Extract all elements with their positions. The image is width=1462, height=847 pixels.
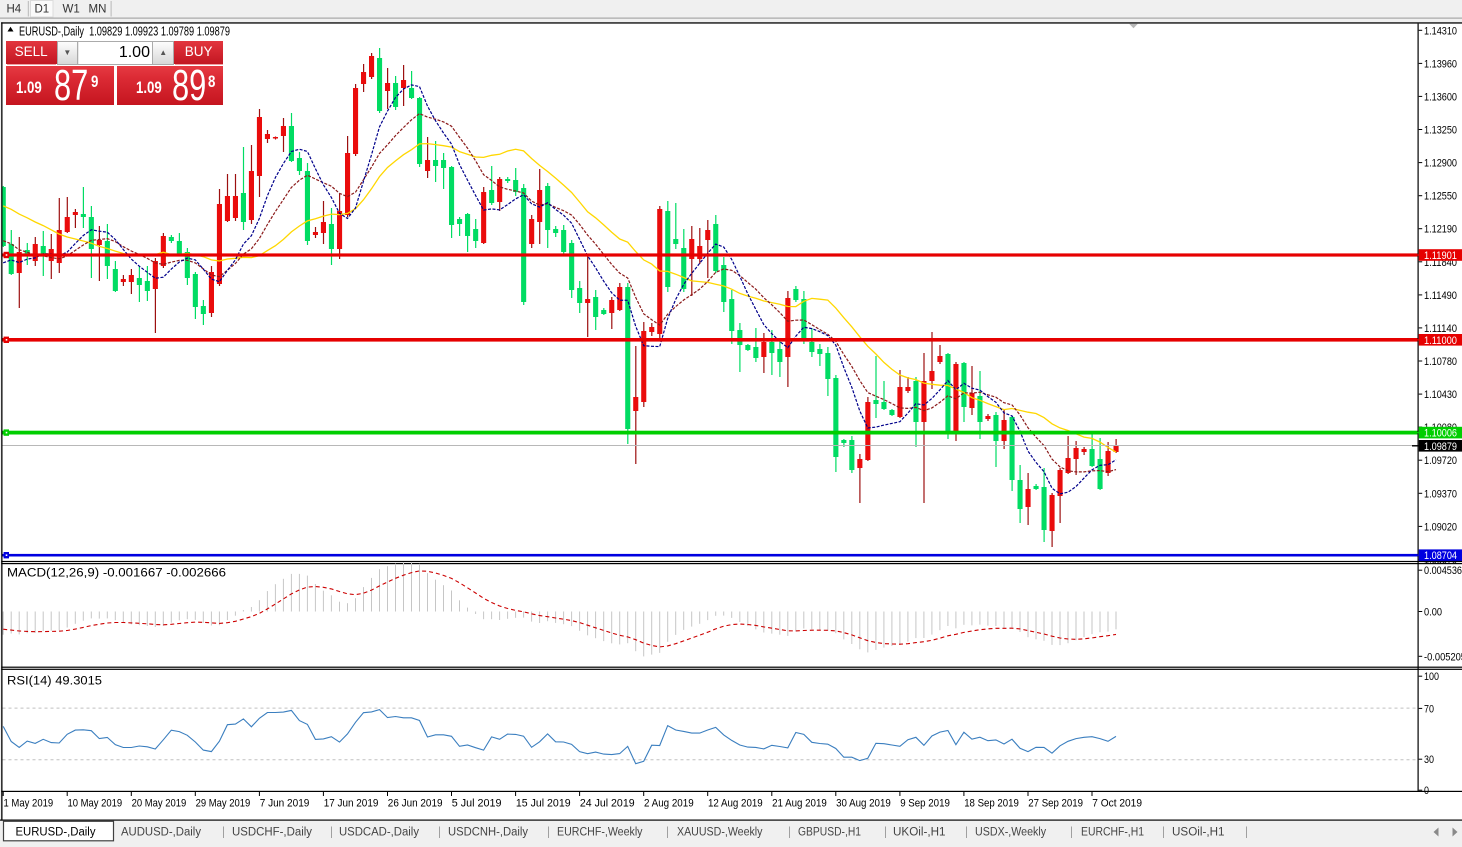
svg-text:EURUSD-,Daily: EURUSD-,Daily xyxy=(16,827,96,839)
svg-text:|: | xyxy=(222,827,225,839)
svg-text:MN: MN xyxy=(89,4,107,16)
svg-text:|: | xyxy=(1070,827,1073,839)
svg-text:XAUUSD-,Weekly: XAUUSD-,Weekly xyxy=(677,827,763,839)
svg-text:17 Jun 2019: 17 Jun 2019 xyxy=(324,798,379,810)
svg-text:70: 70 xyxy=(1424,703,1434,715)
svg-text:1.10006: 1.10006 xyxy=(1424,428,1457,440)
svg-text:30 Aug 2019: 30 Aug 2019 xyxy=(836,798,891,810)
svg-text:26 Jun 2019: 26 Jun 2019 xyxy=(388,798,443,810)
svg-text:D1: D1 xyxy=(35,4,50,16)
svg-text:1.14310: 1.14310 xyxy=(1424,25,1457,37)
svg-text:1.13250: 1.13250 xyxy=(1424,125,1457,137)
svg-text:9 Sep 2019: 9 Sep 2019 xyxy=(900,798,950,810)
svg-text:1.09720: 1.09720 xyxy=(1424,455,1457,467)
svg-text:|: | xyxy=(666,827,669,839)
svg-text:|: | xyxy=(547,827,550,839)
svg-text:|: | xyxy=(1162,827,1165,839)
svg-text:1.12190: 1.12190 xyxy=(1424,224,1457,236)
svg-text:1.13960: 1.13960 xyxy=(1424,58,1457,70)
svg-text:27 Sep 2019: 27 Sep 2019 xyxy=(1028,798,1083,810)
svg-text:1.11140: 1.11140 xyxy=(1424,323,1457,335)
svg-text:MACD(12,26,9) -0.001667 -0.002: MACD(12,26,9) -0.001667 -0.002666 xyxy=(7,566,226,580)
svg-text:1.09879: 1.09879 xyxy=(1424,441,1457,453)
svg-text:H4: H4 xyxy=(7,4,22,16)
svg-text:GBPUSD-,H1: GBPUSD-,H1 xyxy=(798,827,861,839)
svg-text:18 Sep 2019: 18 Sep 2019 xyxy=(964,798,1019,810)
svg-text:7 Jun 2019: 7 Jun 2019 xyxy=(260,798,310,810)
svg-text:EURUSD-,Daily 1.09829 1.09923: EURUSD-,Daily 1.09829 1.09923 1.09789 1.… xyxy=(19,25,230,39)
svg-text:|: | xyxy=(1245,827,1248,839)
svg-text:7 Oct 2019: 7 Oct 2019 xyxy=(1092,798,1142,810)
svg-text:24 Jul 2019: 24 Jul 2019 xyxy=(580,798,635,810)
svg-text:USDCNH-,Daily: USDCNH-,Daily xyxy=(448,827,528,839)
svg-text:1.11490: 1.11490 xyxy=(1424,290,1457,302)
svg-text:|: | xyxy=(788,827,791,839)
svg-text:EURCHF-,H1: EURCHF-,H1 xyxy=(1081,827,1144,839)
svg-text:5 Jul 2019: 5 Jul 2019 xyxy=(452,798,502,810)
svg-text:0.00: 0.00 xyxy=(1424,607,1442,619)
svg-text:1.10780: 1.10780 xyxy=(1424,356,1457,368)
svg-text:20 May 2019: 20 May 2019 xyxy=(132,798,187,810)
svg-text:USDX-,Weekly: USDX-,Weekly xyxy=(975,827,1046,839)
svg-text:EURCHF-,Weekly: EURCHF-,Weekly xyxy=(557,827,643,839)
svg-text:USDCHF-,Daily: USDCHF-,Daily xyxy=(232,827,312,839)
svg-text:|: | xyxy=(965,827,968,839)
svg-text:10 May 2019: 10 May 2019 xyxy=(68,798,123,810)
svg-text:15 Jul 2019: 15 Jul 2019 xyxy=(516,798,571,810)
svg-text:1 May 2019: 1 May 2019 xyxy=(4,798,54,810)
svg-text:AUDUSD-,Daily: AUDUSD-,Daily xyxy=(121,827,201,839)
svg-text:1.12550: 1.12550 xyxy=(1424,191,1457,203)
svg-text:-0.005205: -0.005205 xyxy=(1424,651,1462,663)
svg-text:USDCAD-,Daily: USDCAD-,Daily xyxy=(339,827,419,839)
svg-text:1.11000: 1.11000 xyxy=(1424,335,1457,347)
svg-text:USOil-,H1: USOil-,H1 xyxy=(1172,827,1225,839)
svg-text:1.11901: 1.11901 xyxy=(1424,250,1457,262)
svg-text:30: 30 xyxy=(1424,754,1434,766)
svg-text:1.09020: 1.09020 xyxy=(1424,521,1457,533)
svg-text:0.004536: 0.004536 xyxy=(1424,565,1462,577)
svg-text:RSI(14) 49.3015: RSI(14) 49.3015 xyxy=(7,674,102,688)
svg-text:1.09370: 1.09370 xyxy=(1424,488,1457,500)
svg-text:1.08704: 1.08704 xyxy=(1424,550,1457,562)
svg-text:1.10430: 1.10430 xyxy=(1424,389,1457,401)
svg-text:|: | xyxy=(330,827,333,839)
svg-text:|: | xyxy=(884,827,887,839)
svg-text:29 May 2019: 29 May 2019 xyxy=(196,798,251,810)
svg-text:12 Aug 2019: 12 Aug 2019 xyxy=(708,798,763,810)
svg-text:21 Aug 2019: 21 Aug 2019 xyxy=(772,798,827,810)
svg-text:2 Aug 2019: 2 Aug 2019 xyxy=(644,798,694,810)
svg-text:1.12900: 1.12900 xyxy=(1424,158,1457,170)
svg-text:1.13600: 1.13600 xyxy=(1424,91,1457,103)
svg-text:|: | xyxy=(438,827,441,839)
svg-text:W1: W1 xyxy=(63,4,80,16)
svg-text:UKOil-,H1: UKOil-,H1 xyxy=(893,827,946,839)
svg-text:100: 100 xyxy=(1424,671,1439,683)
